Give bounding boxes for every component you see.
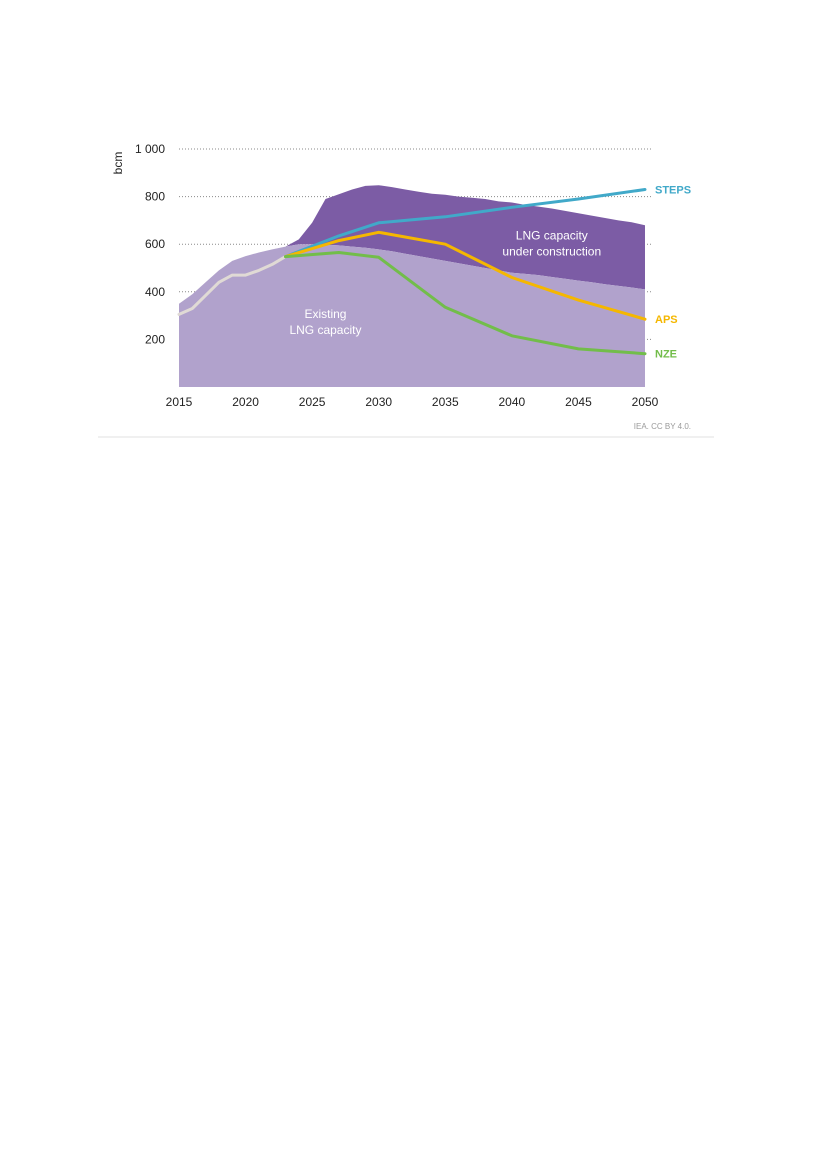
area-under-construction	[285, 185, 645, 290]
series-labels: STEPS APS NZE	[655, 184, 691, 360]
line-steps	[284, 188, 647, 259]
x-tick-label-2020: 2020	[232, 395, 259, 409]
x-tick-label-2050: 2050	[632, 395, 659, 409]
area-existing-capacity	[179, 244, 645, 387]
x-tick-label-2025: 2025	[299, 395, 326, 409]
x-tick-label-2030: 2030	[365, 395, 392, 409]
x-tick-label-2040: 2040	[499, 395, 526, 409]
x-tick-label-2045: 2045	[565, 395, 592, 409]
y-tick-label-200: 200	[145, 332, 165, 346]
y-tick-label-600: 600	[145, 237, 165, 251]
series-label-aps: APS	[655, 314, 678, 326]
capacity-areas	[179, 185, 645, 387]
source-credit: IEA. CC BY 4.0.	[634, 422, 691, 431]
y-axis-label: bcm	[111, 152, 125, 175]
line-aps	[284, 230, 647, 321]
area-labels: Existing LNG capacity LNG capacity under co…	[289, 228, 601, 337]
scenario-lines	[177, 188, 647, 356]
line-nze	[284, 251, 647, 356]
area-label-existing-lng-capacity: Existing LNG capacity	[289, 307, 361, 337]
area-label-lng-capacity-under-construction: LNG capacity under construction	[502, 228, 601, 258]
series-label-steps: STEPS	[655, 184, 691, 196]
y-tick-label-800: 800	[145, 190, 165, 204]
y-tick-label-1000: 1 000	[135, 142, 165, 156]
x-tick-label-2035: 2035	[432, 395, 459, 409]
y-axis-ticks: 200 400 600 800 1 000	[135, 142, 165, 346]
line-historical	[177, 255, 287, 316]
x-tick-label-2015: 2015	[166, 395, 193, 409]
x-axis-ticks: 2015 2020 2025 2030 2035 2040 2045 2050	[166, 395, 659, 409]
y-tick-label-400: 400	[145, 285, 165, 299]
series-label-nze: NZE	[655, 349, 677, 361]
